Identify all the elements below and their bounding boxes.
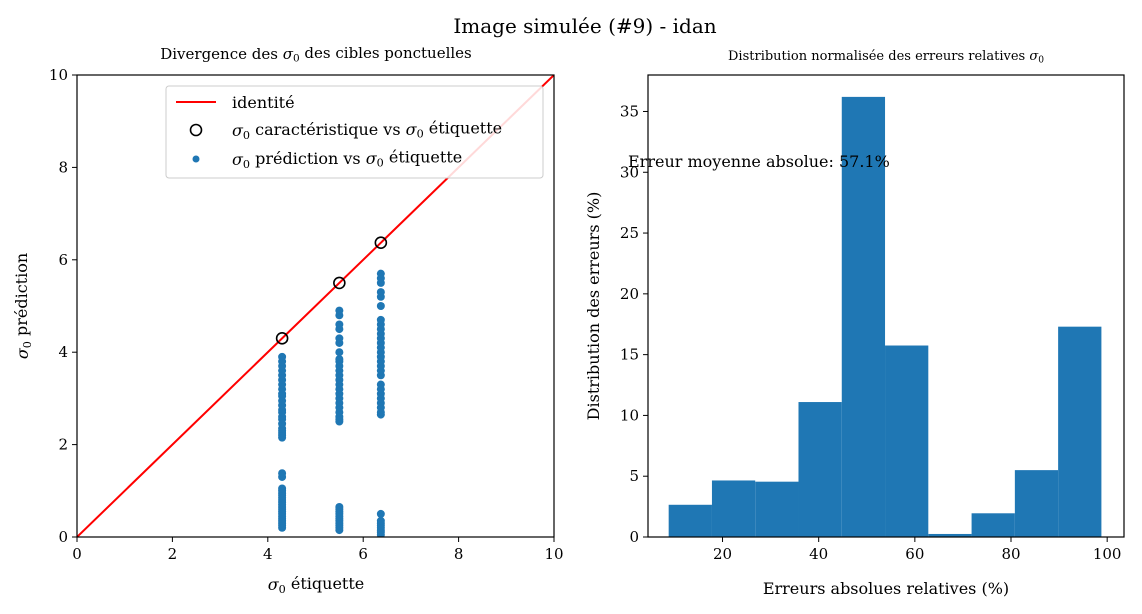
x-tick-label: 8 <box>454 545 464 563</box>
histogram-bar <box>711 480 756 537</box>
scatter-y-label: σ0​ prédiction <box>12 253 34 359</box>
histogram-bar <box>971 513 1015 537</box>
x-tick-label: 40 <box>809 545 828 563</box>
prediction-point <box>335 320 344 329</box>
y-tick-label: 8 <box>58 158 68 176</box>
histogram-plot-area <box>647 74 1125 538</box>
prediction-point <box>335 334 344 343</box>
histogram-x-ticks: 20 40 60 80 100 <box>713 537 1122 563</box>
legend-label: σ0​ prédiction vs σ0​ étiquette <box>232 148 462 171</box>
prediction-point <box>376 288 385 297</box>
y-tick-label: 2 <box>58 436 68 454</box>
legend-prediction-swatch <box>192 155 200 163</box>
y-tick-label: 25 <box>620 224 639 242</box>
histogram-panel: Distribution normalisée des erreurs rela… <box>584 49 1125 598</box>
scatter-legend: identité σ0​ caractéristique vs σ0​ étiqu… <box>165 85 544 179</box>
prediction-point <box>278 352 287 361</box>
histogram-bar <box>668 504 712 537</box>
scatter-panel: Divergence des σ0​ des cibles ponctuelle… <box>12 44 564 596</box>
scatter-y-ticks: 0 2 4 6 8 10 <box>49 66 77 546</box>
histogram-y-label: Distribution des erreurs (%) <box>584 192 603 421</box>
figure-title: Image simulée (#9) - idan <box>453 14 716 38</box>
y-tick-label: 15 <box>620 346 639 364</box>
histogram-x-label: Erreurs absolues relatives (%) <box>763 579 1009 598</box>
x-tick-label: 60 <box>905 545 924 563</box>
histogram-y-ticks: 0 5 10 15 20 25 30 35 <box>620 102 648 546</box>
scatter-axes-frame <box>76 74 555 538</box>
x-tick-label: 0 <box>72 545 82 563</box>
characteristic-point <box>275 332 289 345</box>
prediction-point <box>278 484 287 493</box>
histogram-axes-frame <box>647 74 1125 538</box>
x-tick-label: 80 <box>1001 545 1020 563</box>
histogram-bar <box>928 533 972 537</box>
histogram-bar <box>755 481 799 537</box>
histogram-bar <box>798 402 842 537</box>
scatter-plot-area <box>76 74 555 538</box>
legend-characteristic-swatch <box>189 123 203 137</box>
prediction-point <box>335 355 344 364</box>
y-tick-label: 6 <box>58 251 68 269</box>
characteristic-point <box>333 276 346 290</box>
prediction-point <box>376 380 385 389</box>
x-tick-label: 2 <box>168 545 178 563</box>
y-tick-label: 35 <box>620 102 639 120</box>
legend-label: σ0​ caractéristique vs σ0​ étiquette <box>232 119 502 142</box>
histogram-bar <box>841 96 886 537</box>
y-tick-label: 4 <box>58 343 68 361</box>
y-tick-label: 0 <box>629 528 639 546</box>
prediction-point <box>376 516 385 525</box>
prediction-point <box>335 348 344 357</box>
prediction-point <box>376 315 385 324</box>
histogram-title: Distribution normalisée des erreurs rela… <box>728 49 1044 65</box>
y-tick-label: 5 <box>629 467 639 485</box>
y-tick-label: 10 <box>620 406 639 424</box>
y-tick-label: 0 <box>58 528 68 546</box>
prediction-point <box>376 302 385 310</box>
mean-error-annotation: Erreur moyenne absolue: 57.1% <box>628 152 890 171</box>
characteristic-point <box>374 236 388 250</box>
scatter-x-ticks: 0 2 4 6 8 10 <box>72 537 564 563</box>
prediction-point <box>335 306 344 315</box>
y-tick-label: 30 <box>620 163 639 181</box>
x-tick-label: 6 <box>358 545 368 563</box>
histogram-bar <box>1058 326 1102 537</box>
histogram-bar <box>885 345 929 537</box>
legend-box <box>165 85 544 179</box>
y-tick-label: 10 <box>49 66 68 84</box>
prediction-point <box>335 502 344 511</box>
histogram-bar <box>1014 470 1059 537</box>
y-tick-label: 20 <box>620 285 639 303</box>
x-tick-label: 20 <box>713 545 732 563</box>
prediction-point <box>376 269 385 278</box>
prediction-point <box>376 509 385 518</box>
scatter-title: Divergence des σ0​ des cibles ponctuelle… <box>160 44 472 65</box>
x-tick-label: 100 <box>1093 545 1122 563</box>
legend-label: identité <box>232 93 295 112</box>
prediction-point <box>278 469 287 478</box>
scatter-x-label: σ0​ étiquette <box>268 574 365 596</box>
x-tick-label: 10 <box>544 545 563 563</box>
x-tick-label: 4 <box>263 545 273 563</box>
